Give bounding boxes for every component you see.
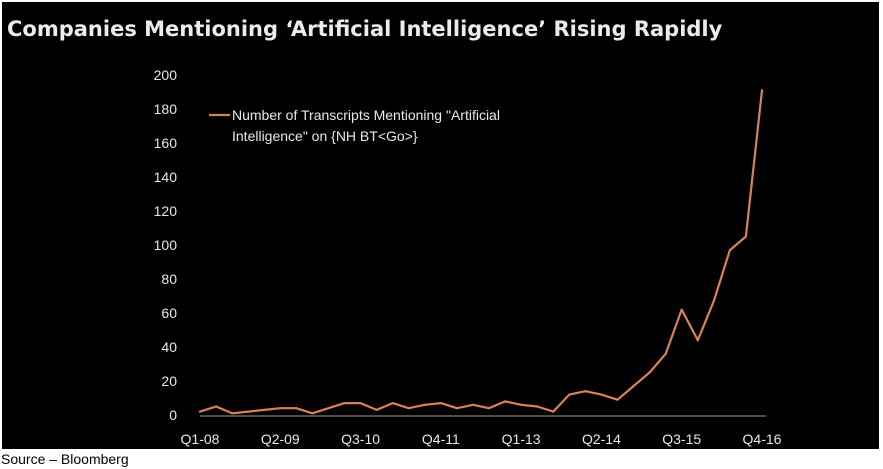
y-axis: 0 20 40 60 80 100 120 140 160 180 200 bbox=[154, 67, 178, 423]
x-axis: Q1-08 Q2-09 Q3-10 Q4-11 Q1-13 Q2-14 Q3-15 Q4-16 bbox=[181, 415, 782, 447]
y-tick-label: 80 bbox=[161, 271, 177, 287]
x-tick-label: Q2-09 bbox=[261, 431, 300, 447]
data-point bbox=[375, 408, 378, 411]
source-note: Source – Bloomberg bbox=[1, 451, 129, 467]
series-group bbox=[198, 89, 764, 415]
data-point bbox=[632, 385, 635, 388]
data-point bbox=[423, 403, 426, 406]
data-point bbox=[343, 402, 346, 405]
data-point bbox=[616, 398, 619, 401]
y-tick-label: 100 bbox=[154, 237, 178, 253]
x-tick-label: Q4-11 bbox=[422, 431, 460, 447]
x-tick-label: Q1-08 bbox=[181, 431, 220, 447]
y-tick-label: 180 bbox=[154, 101, 178, 117]
data-point bbox=[712, 300, 715, 303]
data-point bbox=[696, 339, 699, 342]
data-point bbox=[359, 402, 362, 405]
y-tick-label: 140 bbox=[154, 169, 178, 185]
x-tick-label: Q3-10 bbox=[341, 431, 380, 447]
legend: Number of Transcripts Mentioning "Artifi… bbox=[209, 107, 500, 144]
x-tick-label: Q3-15 bbox=[662, 431, 701, 447]
data-point bbox=[600, 393, 603, 396]
y-tick-label: 160 bbox=[154, 135, 178, 151]
legend-label: Number of Transcripts Mentioning "Artifi… bbox=[232, 107, 500, 144]
data-point bbox=[327, 407, 330, 410]
y-tick-label: 200 bbox=[154, 67, 178, 83]
y-tick-label: 20 bbox=[161, 373, 177, 389]
data-point bbox=[584, 390, 587, 393]
data-point bbox=[279, 407, 282, 410]
y-tick-label: 40 bbox=[161, 339, 177, 355]
data-point bbox=[568, 393, 571, 396]
data-point bbox=[247, 410, 250, 413]
data-point bbox=[552, 410, 555, 413]
data-point bbox=[407, 407, 410, 410]
data-point bbox=[295, 407, 298, 410]
data-point bbox=[680, 308, 683, 311]
data-point bbox=[231, 412, 234, 415]
data-point bbox=[439, 402, 442, 405]
data-point bbox=[198, 410, 202, 413]
series-line bbox=[198, 89, 764, 415]
chart-panel: Companies Mentioning ‘Artificial Intelli… bbox=[2, 2, 879, 449]
y-tick-label: 0 bbox=[169, 407, 177, 423]
y-tick-label: 60 bbox=[161, 305, 177, 321]
data-point bbox=[391, 402, 394, 405]
data-point bbox=[455, 407, 459, 410]
data-point bbox=[263, 408, 266, 411]
x-tick-label: Q1-13 bbox=[502, 431, 541, 447]
data-point bbox=[728, 249, 731, 252]
data-point bbox=[471, 403, 475, 406]
data-point bbox=[760, 89, 764, 92]
data-point bbox=[536, 405, 539, 408]
line-chart: Companies Mentioning ‘Artificial Intelli… bbox=[7, 17, 782, 447]
data-point bbox=[744, 235, 748, 238]
data-point bbox=[487, 407, 491, 410]
x-tick-label: Q4-16 bbox=[743, 431, 782, 447]
data-point bbox=[648, 371, 651, 374]
x-tick-label: Q2-14 bbox=[582, 431, 621, 447]
data-point bbox=[664, 352, 667, 355]
chart-title: Companies Mentioning ‘Artificial Intelli… bbox=[7, 17, 723, 41]
data-point bbox=[311, 412, 314, 415]
data-point bbox=[214, 405, 218, 408]
data-point bbox=[520, 403, 523, 406]
y-tick-label: 120 bbox=[154, 203, 178, 219]
data-point bbox=[503, 400, 507, 403]
